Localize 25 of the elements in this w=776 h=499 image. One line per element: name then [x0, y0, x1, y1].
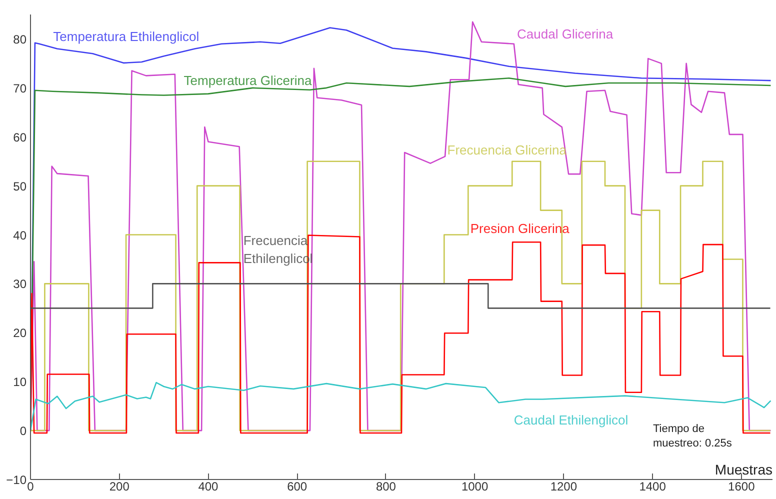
series-label: Temperatura Glicerina	[184, 73, 312, 88]
series-label: Temperatura Ethilenglicol	[53, 29, 200, 44]
x-tick-label: 1600	[728, 480, 756, 494]
y-tick-label: 50	[13, 179, 27, 194]
series-label: Caudal Ethilenglicol	[514, 412, 628, 428]
y-tick-label: 80	[13, 32, 27, 46]
y-tick-label: 30	[13, 277, 27, 292]
x-tick-label: 800	[376, 480, 396, 494]
x-tick-label: 200	[109, 480, 130, 494]
y-tick-label: 0	[20, 424, 27, 438]
annotation: Tiempo de muestreo: 0.25s	[652, 423, 732, 450]
y-tick-label: 10	[13, 375, 27, 390]
y-tick-label: 40	[13, 228, 27, 242]
x-tick-label: 1400	[639, 480, 666, 494]
x-tick-label: 1000	[461, 480, 488, 494]
series-label: Caudal Glicerina	[517, 26, 614, 42]
x-tick-label: 400	[198, 480, 219, 494]
line-series	[30, 234, 771, 434]
x-axis-title: Muestras	[714, 462, 773, 478]
y-tick-label: 20	[13, 326, 27, 340]
y-tick-label: −10	[6, 473, 27, 487]
y-tick-label: 60	[13, 130, 27, 144]
x-tick-label: 1200	[550, 480, 578, 494]
x-tick-label: 600	[287, 480, 308, 494]
y-tick-label: 70	[13, 81, 27, 96]
